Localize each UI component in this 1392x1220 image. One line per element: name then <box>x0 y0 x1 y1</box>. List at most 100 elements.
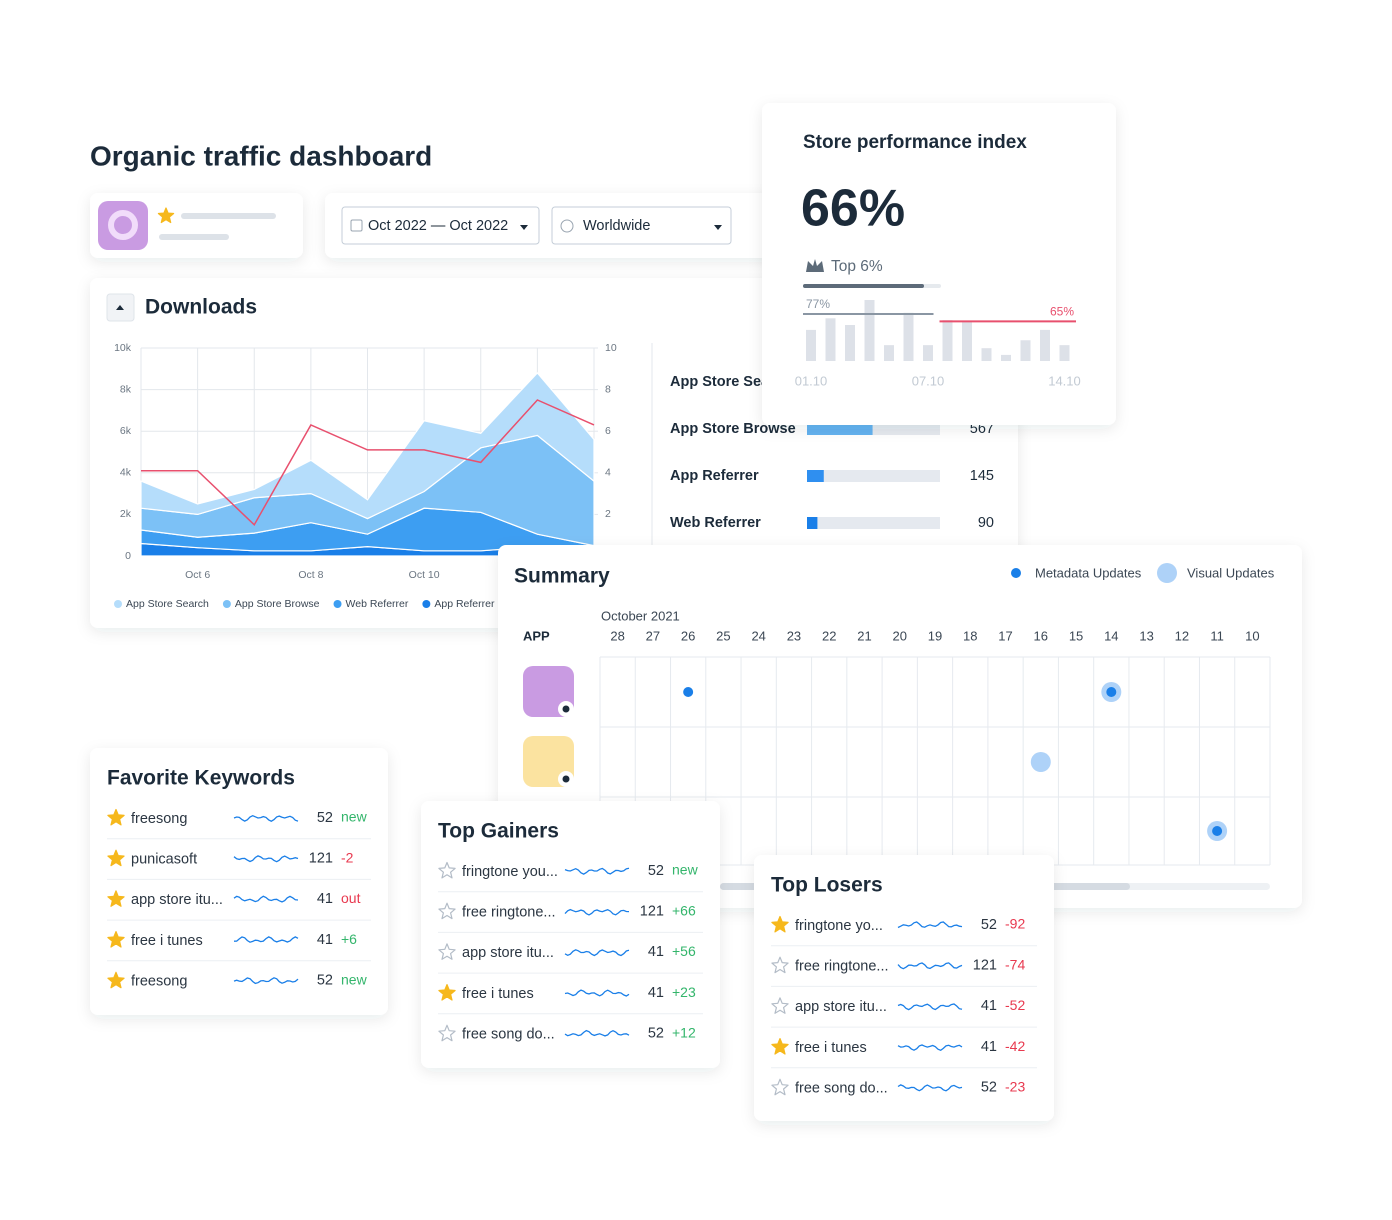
placeholder <box>159 234 229 240</box>
card-title: Top Gainers <box>438 820 559 843</box>
star-icon[interactable] <box>107 849 125 867</box>
x-tick-label: Oct 10 <box>409 569 440 581</box>
source-value: 90 <box>978 515 994 531</box>
legend-label[interactable]: Visual Updates <box>1187 565 1275 580</box>
star-icon[interactable] <box>771 1037 789 1055</box>
keyword[interactable]: free song do... <box>462 1027 555 1043</box>
star-icon[interactable] <box>771 915 789 933</box>
keyword[interactable]: freesong <box>131 811 187 827</box>
star-icon[interactable] <box>107 808 125 826</box>
star-icon[interactable] <box>438 861 456 879</box>
keyword-change: +6 <box>341 931 357 947</box>
date-dropdown[interactable] <box>341 206 540 245</box>
card-title: Store performance index <box>803 132 1027 153</box>
visual-update[interactable] <box>1030 752 1051 772</box>
keyword-change: out <box>341 890 361 906</box>
bar <box>884 345 894 361</box>
star-icon[interactable] <box>438 902 456 920</box>
top-gainers-card: Top Gainers fringtone you... 52 new free rin… <box>421 801 720 1068</box>
keyword[interactable]: free i tunes <box>795 1040 867 1056</box>
card <box>754 855 1054 1121</box>
y-tick-label: 0 <box>125 550 131 562</box>
keyword[interactable]: free ringtone... <box>795 959 889 975</box>
keyword[interactable]: free i tunes <box>462 986 534 1002</box>
sparkline <box>564 867 630 875</box>
legend-label[interactable]: App Referrer <box>434 598 495 610</box>
card-title: Top Losers <box>771 874 883 897</box>
legend-dot <box>333 600 342 608</box>
y-tick-label: 10k <box>114 342 132 354</box>
day-label: 15 <box>1069 628 1083 643</box>
keyword-value: 52 <box>981 917 997 933</box>
card-title: Summary <box>514 565 610 588</box>
region-dropdown[interactable] <box>551 206 732 245</box>
star-icon[interactable] <box>157 207 175 224</box>
sparkline <box>564 908 630 916</box>
day-label: 28 <box>610 628 624 643</box>
keyword[interactable]: free i tunes <box>131 933 203 949</box>
chart-title: Downloads <box>145 296 257 319</box>
keyword[interactable]: fringtone you... <box>462 864 558 880</box>
keyword[interactable]: fringtone yo... <box>795 918 883 934</box>
legend-label[interactable]: App Store Browse <box>235 598 320 610</box>
bar <box>864 300 875 361</box>
keyword-value: 52 <box>317 810 333 826</box>
keyword[interactable]: app store itu... <box>131 892 223 908</box>
card <box>421 801 720 1068</box>
metadata-update[interactable] <box>683 687 694 697</box>
day-label: 25 <box>716 628 730 643</box>
legend-label[interactable]: Metadata Updates <box>1035 565 1142 580</box>
keyword-change: -23 <box>1005 1079 1025 1095</box>
keyword[interactable]: app store itu... <box>795 999 887 1015</box>
card-title: Favorite Keywords <box>107 767 295 790</box>
star-icon[interactable] <box>438 1024 456 1042</box>
star-icon[interactable] <box>107 971 125 989</box>
keyword-value: 121 <box>309 851 333 867</box>
keyword-value: 41 <box>317 891 333 907</box>
day-label: 20 <box>893 628 907 643</box>
card <box>90 748 388 1015</box>
source-name: App Store Search <box>670 374 792 390</box>
source-name: App Referrer <box>670 468 759 484</box>
star-icon[interactable] <box>438 983 456 1001</box>
y2-tick-label: 4 <box>605 467 611 479</box>
sparkline <box>897 921 963 929</box>
day-label: 10 <box>1245 628 1259 643</box>
day-label: 19 <box>928 628 942 643</box>
collapse-arrow <box>116 305 124 310</box>
star-icon[interactable] <box>107 890 125 907</box>
keyword-change: -74 <box>1005 956 1025 972</box>
star-icon[interactable] <box>438 943 456 960</box>
star-icon[interactable] <box>771 997 789 1014</box>
metadata-update[interactable] <box>1212 826 1223 836</box>
source-name: App Store Browse <box>670 421 796 437</box>
star-icon[interactable] <box>771 1078 789 1096</box>
keyword-value: 41 <box>648 985 664 1001</box>
star-icon[interactable] <box>107 930 125 948</box>
keyword[interactable]: freesong <box>131 974 187 990</box>
month-label: October 2021 <box>601 608 680 623</box>
bar <box>1059 345 1070 361</box>
rank: Top 6% <box>831 258 883 275</box>
bar-track <box>807 517 940 529</box>
keyword[interactable]: app store itu... <box>462 945 554 961</box>
keyword[interactable]: free ringtone... <box>462 905 556 921</box>
x-tick-label: 01.10 <box>795 373 828 388</box>
day-label: 24 <box>751 628 765 643</box>
keyword-change: +66 <box>672 902 696 918</box>
day-label: 23 <box>787 628 801 643</box>
bar <box>903 312 914 361</box>
star-icon[interactable] <box>771 956 789 974</box>
platform-glyph <box>562 705 570 713</box>
placeholder <box>181 213 276 219</box>
keyword-value: 52 <box>317 973 333 989</box>
metadata-update[interactable] <box>1106 687 1117 697</box>
keyword[interactable]: punicasoft <box>131 852 197 868</box>
legend-label[interactable]: Web Referrer <box>346 598 409 610</box>
legend-dot <box>422 600 431 608</box>
keyword-change: new <box>341 809 368 825</box>
keyword[interactable]: free song do... <box>795 1081 888 1097</box>
legend-label[interactable]: App Store Search <box>126 598 209 610</box>
bar <box>962 321 972 361</box>
x-tick-label: 07.10 <box>912 373 945 388</box>
